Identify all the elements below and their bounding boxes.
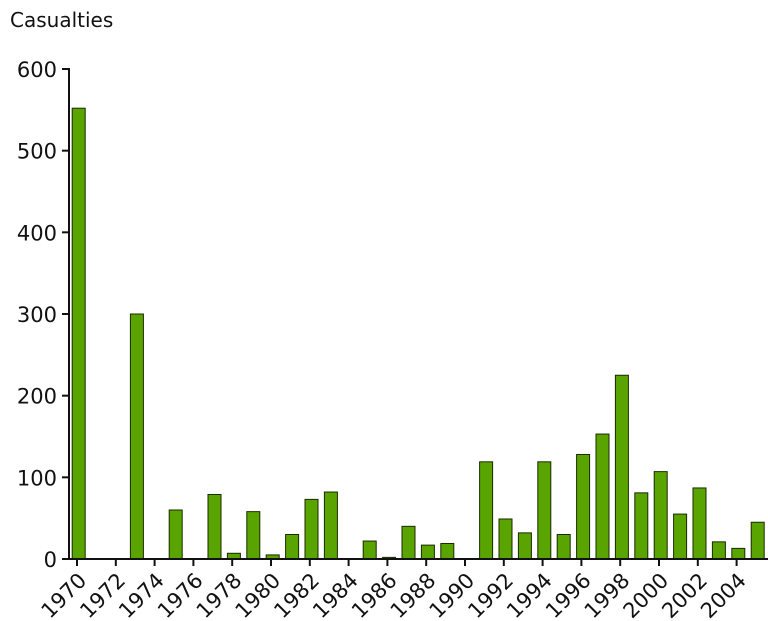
y-axis-ticks: 0 100 200 300 400 500 600: [17, 58, 69, 572]
bar-1995: [556, 534, 571, 560]
bar-1991: [479, 461, 494, 560]
y-tick-label: 600: [17, 58, 57, 82]
bar-1977: [207, 493, 222, 560]
bar-1992: [498, 518, 513, 560]
bar-1989: [440, 542, 455, 560]
bar-2001: [673, 513, 688, 560]
y-tick-label: 500: [17, 140, 57, 164]
bar-1973: [129, 313, 144, 560]
y-tick-label: 200: [17, 385, 57, 409]
bar-2003: [711, 541, 726, 560]
y-tick-label: 400: [17, 221, 57, 245]
bars: [71, 107, 765, 560]
bar-1982: [304, 498, 319, 560]
bar-1987: [401, 525, 416, 560]
bar-1985: [362, 540, 377, 560]
bar-1996: [576, 453, 591, 560]
bar-1999: [634, 492, 649, 560]
bar-1983: [323, 491, 338, 560]
bar-1988: [420, 544, 435, 560]
bar-1998: [614, 374, 629, 560]
y-axis-title: Casualties: [10, 8, 113, 32]
bar-1981: [285, 534, 300, 560]
bar-2005: [750, 521, 765, 560]
bar-2002: [692, 487, 707, 560]
bar-1975: [168, 509, 183, 560]
bar-2004: [731, 547, 746, 560]
y-tick-label: 100: [17, 466, 57, 490]
bar-1997: [595, 433, 610, 560]
y-tick-label: 300: [17, 303, 57, 327]
bar-1970: [71, 107, 86, 560]
x-tick-label: 2004: [696, 568, 751, 621]
bar-1993: [517, 532, 532, 560]
bar-1979: [246, 511, 261, 560]
bar-2000: [653, 471, 668, 560]
x-axis-ticks: 1970197219741976197819801982198419861988…: [37, 559, 751, 621]
bar-1994: [537, 461, 552, 560]
y-tick-label: 0: [44, 548, 57, 572]
